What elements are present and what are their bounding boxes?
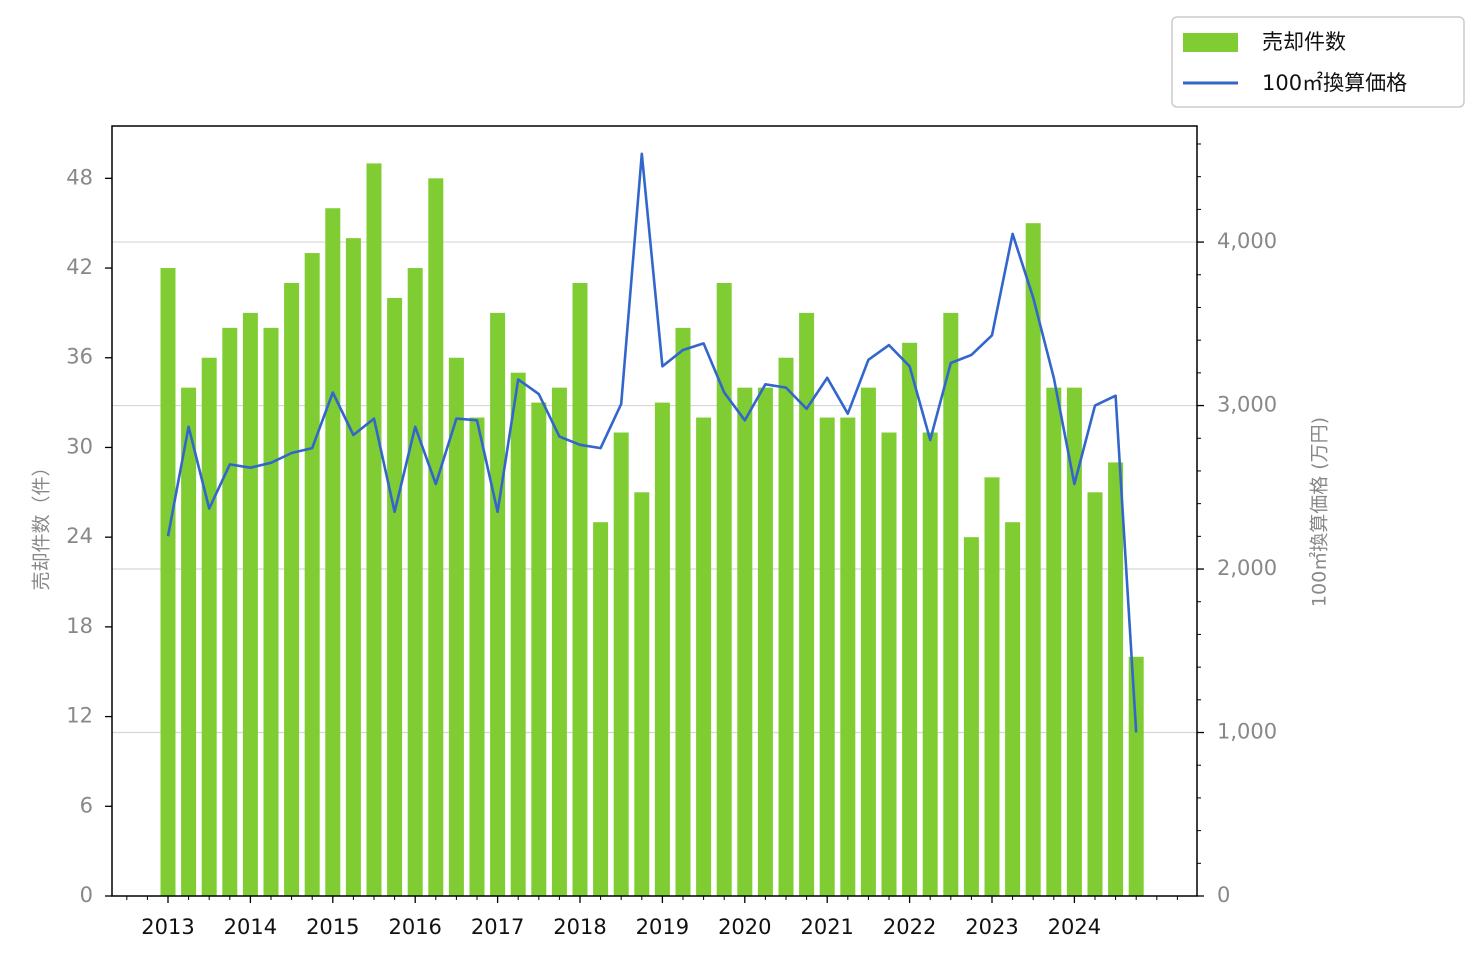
- x-axis: 2013 2014 2015 2016 2017 2018 2019 2020 2021 2022…: [126, 896, 1178, 939]
- bar: [1128, 656, 1144, 896]
- legend-label-bars: 売却件数: [1262, 30, 1346, 54]
- x-tick-label: 2019: [636, 915, 689, 939]
- bar: [469, 417, 485, 896]
- left-tick-label: 18: [66, 614, 93, 638]
- left-tick-label: 30: [66, 434, 93, 458]
- x-tick-label: 2018: [553, 915, 606, 939]
- bar: [675, 327, 691, 896]
- bar: [531, 402, 547, 896]
- bar: [1108, 462, 1124, 896]
- bar: [902, 342, 918, 896]
- bar: [696, 417, 712, 896]
- left-axis-label: 売却件数（件）: [31, 457, 53, 590]
- bar: [387, 297, 403, 896]
- bar: [428, 178, 444, 897]
- x-tick-label: 2022: [883, 915, 936, 939]
- x-tick-label: 2020: [718, 915, 771, 939]
- bar: [284, 282, 300, 896]
- bar: [593, 522, 609, 896]
- legend-box: [1171, 16, 1465, 108]
- legend: 売却件数 100㎡換算価格: [1171, 16, 1465, 108]
- line-series: [166, 152, 1138, 733]
- bar: [922, 432, 938, 896]
- left-tick-label: 36: [66, 345, 93, 369]
- right-tick-label: 1,000: [1217, 720, 1277, 744]
- x-tick-label: 2023: [965, 915, 1018, 939]
- right-axis: 0 1,000 2,000 3,000 4,000: [1197, 143, 1277, 907]
- bar-series: [160, 163, 1144, 897]
- legend-label-line: 100㎡換算価格: [1262, 71, 1407, 95]
- bar: [448, 357, 464, 896]
- bar: [860, 387, 876, 896]
- bar: [242, 312, 258, 897]
- right-tick-label: 0: [1217, 883, 1230, 907]
- bar: [799, 312, 815, 897]
- bar: [943, 312, 959, 897]
- bar: [737, 387, 753, 896]
- bar: [778, 357, 794, 896]
- right-axis-label: 100㎡換算価格 (万円): [1308, 417, 1331, 607]
- bar: [551, 387, 567, 896]
- bar: [634, 492, 650, 896]
- x-tick-label: 2021: [800, 915, 853, 939]
- bar: [345, 238, 361, 896]
- bar: [201, 357, 217, 896]
- bar: [963, 537, 979, 896]
- bar: [366, 163, 382, 896]
- left-tick-label: 42: [66, 255, 93, 279]
- left-tick-label: 24: [66, 524, 93, 548]
- bar: [325, 208, 341, 896]
- x-tick-label: 2015: [306, 915, 359, 939]
- left-tick-label: 48: [66, 165, 93, 189]
- bar: [1025, 223, 1041, 897]
- bar: [757, 387, 773, 896]
- right-tick-label: 4,000: [1217, 229, 1277, 253]
- bar: [840, 417, 856, 896]
- bar: [304, 253, 320, 896]
- bar: [510, 372, 526, 896]
- bar: [819, 417, 835, 896]
- plot-frame: [111, 125, 1198, 897]
- bar: [1066, 387, 1082, 896]
- bar: [1046, 387, 1062, 896]
- price-line: [166, 152, 1138, 733]
- x-tick-label: 2024: [1048, 915, 1101, 939]
- bar: [222, 327, 238, 896]
- left-tick-label: 0: [80, 883, 93, 907]
- x-tick-label: 2016: [388, 915, 441, 939]
- bar: [572, 282, 588, 896]
- bar: [1005, 522, 1021, 896]
- bar: [716, 282, 732, 896]
- bar: [407, 268, 423, 897]
- left-axis: 0 6 12 18 24 30 36 42 48: [66, 165, 112, 907]
- legend-swatch-bars: [1183, 33, 1238, 52]
- bar: [1087, 492, 1103, 896]
- bar: [654, 402, 670, 896]
- x-tick-label: 2017: [471, 915, 524, 939]
- bar: [181, 387, 197, 896]
- bar: [263, 327, 279, 896]
- right-tick-label: 2,000: [1217, 556, 1277, 580]
- bar: [984, 477, 1000, 896]
- bar: [490, 312, 506, 897]
- x-tick-label: 2013: [141, 915, 194, 939]
- bar: [160, 268, 176, 897]
- bar: [613, 432, 629, 896]
- left-tick-label: 6: [80, 793, 93, 817]
- x-tick-label: 2014: [224, 915, 277, 939]
- bar: [881, 432, 897, 896]
- left-tick-label: 12: [66, 704, 93, 728]
- right-tick-label: 3,000: [1217, 393, 1277, 417]
